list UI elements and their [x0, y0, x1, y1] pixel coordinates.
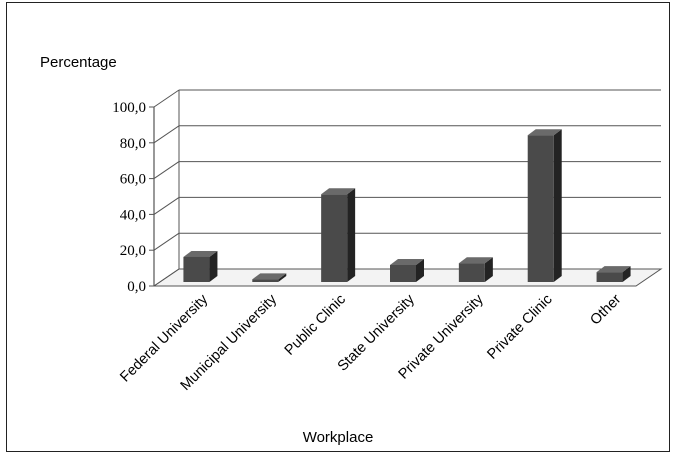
gridline-side: [153, 232, 180, 251]
bar-front: [527, 135, 554, 282]
bar-top: [321, 188, 356, 195]
bar: [458, 257, 493, 282]
bars: [183, 129, 631, 282]
bar-front: [458, 263, 485, 282]
bar: [596, 266, 631, 282]
bar: [527, 129, 562, 282]
gridlines: [149, 89, 661, 287]
bar-side: [622, 266, 631, 282]
bar-side: [209, 250, 218, 282]
y-tick-label: 100,0: [112, 100, 146, 116]
y-tick-labels: 0,0 20,0 40,0 60,0 80,0 100,0: [112, 100, 146, 295]
gridline-side: [153, 196, 180, 215]
bar: [252, 273, 287, 282]
bar-front: [596, 272, 623, 282]
gridline-side: [153, 89, 180, 108]
bar-top: [252, 273, 287, 280]
bar-side: [416, 258, 424, 282]
bar-top: [390, 258, 424, 265]
bar-front: [183, 256, 210, 282]
x-axis-label: Workplace: [303, 429, 374, 446]
chart-walls: [152, 90, 663, 287]
bar-front: [252, 279, 279, 282]
y-tick-label: 0,0: [127, 279, 146, 295]
y-tick-label: 80,0: [120, 136, 146, 152]
x-tick-label: Other: [587, 291, 624, 328]
bar-front: [390, 264, 416, 282]
y-tick-label: 20,0: [120, 243, 146, 259]
y-tick-label: 40,0: [120, 207, 146, 223]
bar-top: [458, 257, 493, 264]
bar-top: [596, 266, 631, 273]
y-axis-label: Percentage: [40, 54, 117, 71]
bar-side: [278, 273, 287, 282]
gridline-side: [153, 161, 180, 180]
bar-side: [347, 188, 356, 282]
bar-side: [553, 129, 562, 282]
bar-top: [183, 250, 218, 257]
bar: [321, 188, 356, 282]
bar-front: [321, 194, 348, 282]
bar-side: [484, 257, 493, 282]
gridline-side: [153, 268, 180, 287]
bar: [183, 250, 218, 282]
gridline-side: [153, 125, 180, 144]
bar: [390, 258, 424, 282]
x-tick-label: Private Clinic: [484, 292, 555, 363]
bar-top: [527, 129, 562, 136]
x-tick-label: Public Clinic: [282, 292, 349, 359]
y-tick-label: 60,0: [120, 172, 146, 188]
